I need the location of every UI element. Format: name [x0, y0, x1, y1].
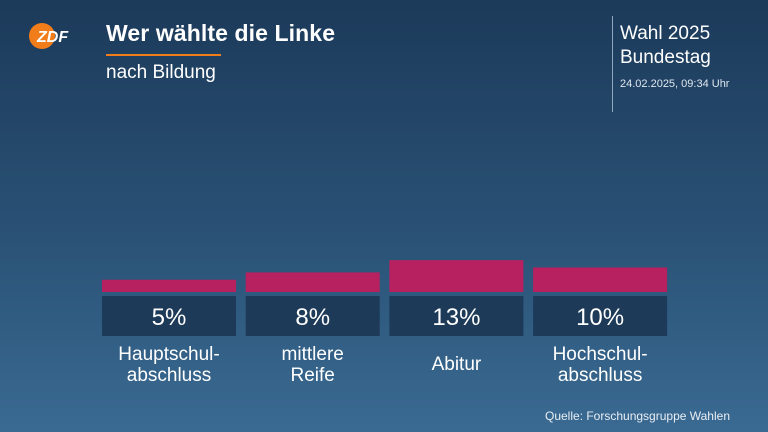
title-underline [106, 54, 221, 56]
value-label-box-4 [533, 296, 668, 336]
value-label-3: 13% [432, 304, 480, 331]
category-label-4-line-2: abschluss [558, 365, 643, 386]
zdf-logo: ZDF [29, 23, 69, 49]
value-label-1: 5% [152, 304, 187, 331]
header-divider [612, 16, 613, 112]
source-note: Quelle: Forschungsgruppe Wahlen [545, 409, 730, 423]
category-label-2-line-2: Reife [291, 365, 335, 386]
bar-3 [389, 260, 524, 292]
timestamp: 24.02.2025, 09:34 Uhr [620, 78, 730, 90]
chart-subtitle: nach Bildung [106, 62, 216, 83]
election-year: Wahl 2025 [620, 23, 711, 44]
value-label-box-2 [245, 296, 380, 336]
category-label-1-line-1: Hauptschul- [118, 344, 219, 365]
value-label-4: 10% [576, 304, 624, 331]
category-label-3-line-1: Abitur [432, 354, 482, 375]
election-name: Bundestag [620, 47, 711, 68]
value-label-box-1 [102, 296, 236, 336]
category-label-4-line-1: Hochschul- [553, 344, 648, 365]
bar-1 [102, 279, 236, 292]
category-label-2-line-1: mittlere [282, 344, 344, 365]
bar-2 [245, 272, 380, 292]
value-label-box-3 [389, 296, 524, 336]
chart-title: Wer wählte die Linke [106, 20, 336, 46]
category-label-1-line-2: abschluss [127, 365, 212, 386]
election-info: Wahl 2025 Bundestag [620, 22, 711, 70]
svg-text:ZDF: ZDF [36, 29, 69, 46]
bar-4 [533, 267, 668, 292]
value-label-2: 8% [295, 304, 330, 331]
